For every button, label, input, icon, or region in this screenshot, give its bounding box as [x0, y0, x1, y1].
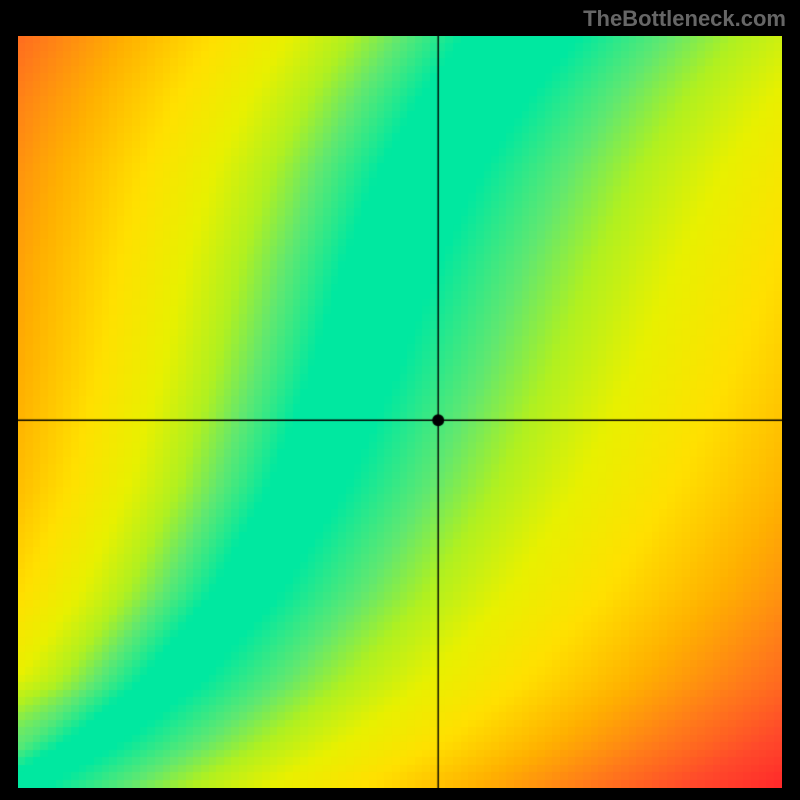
- attribution-text: TheBottleneck.com: [583, 6, 786, 32]
- chart-container: TheBottleneck.com: [0, 0, 800, 800]
- heatmap-plot: [18, 36, 782, 788]
- heatmap-canvas: [18, 36, 782, 788]
